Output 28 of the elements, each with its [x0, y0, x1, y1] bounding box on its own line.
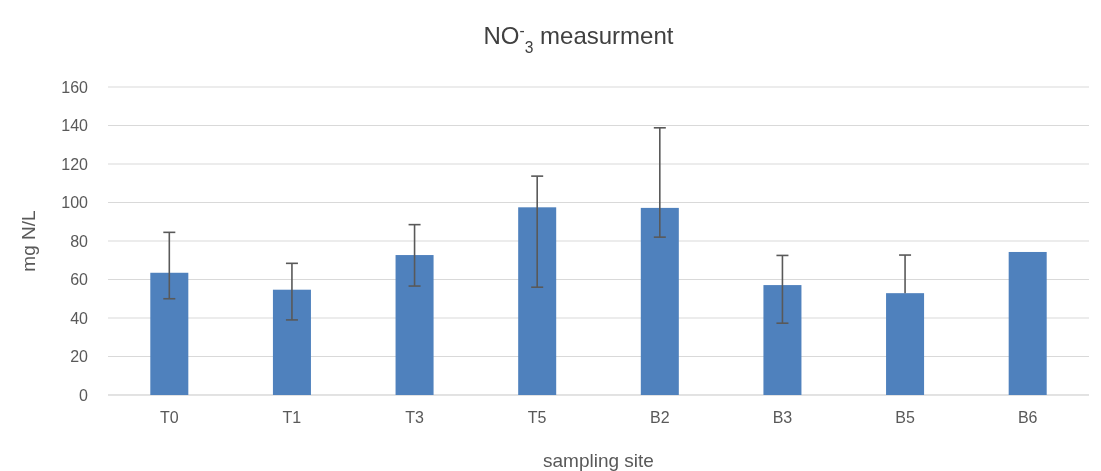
x-tick-label: T3: [405, 409, 424, 426]
y-tick-label: 140: [61, 117, 89, 135]
x-tick-label: B3: [772, 409, 793, 426]
bar: [272, 289, 311, 395]
bar: [395, 255, 434, 395]
bar: [640, 207, 679, 395]
x-tick-label: B6: [1017, 409, 1038, 426]
x-tick-label: T0: [159, 409, 179, 426]
x-tick-label: T5: [527, 409, 547, 426]
x-tick-label: B2: [650, 409, 670, 426]
bar: [886, 293, 925, 395]
y-tick-label: 0: [79, 386, 89, 404]
chart-title: NO$^{-}$$_{3}$ measurment: [483, 21, 674, 56]
y-tick-label: 160: [61, 78, 89, 96]
y-tick-label: 40: [70, 309, 89, 327]
y-tick-label: 80: [70, 232, 89, 250]
bar: [763, 285, 802, 395]
y-tick-label: 20: [70, 348, 89, 366]
x-tick-label: T1: [282, 409, 302, 426]
y-axis-title: mg N/L: [18, 210, 39, 272]
y-tick-label: 120: [61, 155, 89, 173]
bar: [1008, 251, 1047, 395]
bar: [518, 207, 557, 395]
y-tick-label: 60: [70, 271, 89, 289]
y-tick-label: 100: [61, 194, 89, 212]
x-tick-label: B5: [895, 409, 915, 426]
x-axis-title: sampling site: [543, 450, 654, 471]
bar: [150, 272, 189, 395]
